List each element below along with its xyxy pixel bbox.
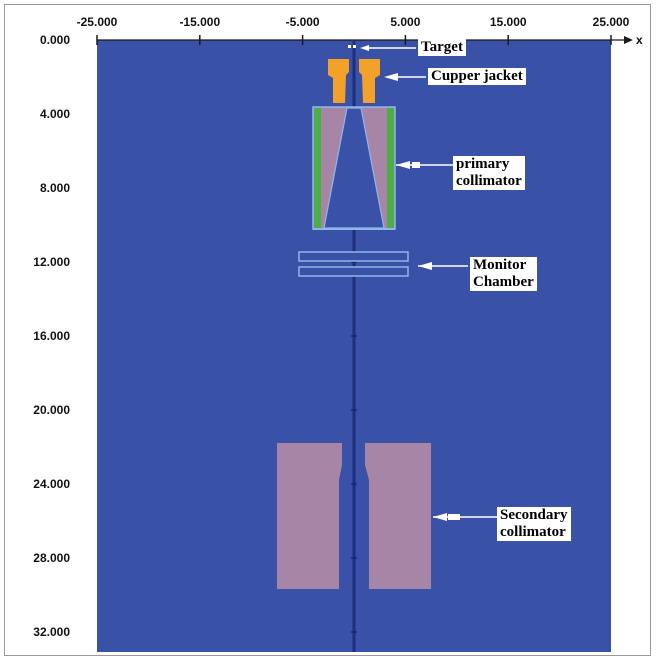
secondary-collimator-right-jaw (365, 443, 431, 589)
y-tick-label: 12.000 (33, 255, 70, 269)
y-tick-label: 4.000 (40, 107, 70, 121)
x-tick-label: 25.000 (593, 15, 630, 29)
y-tick-label: 0.000 (40, 33, 70, 47)
target-marker (348, 45, 351, 48)
target-label-text: Target (421, 39, 463, 55)
target-label: Target (418, 39, 466, 56)
secondary-collimator-label-line2: collimator (500, 524, 566, 540)
secondary-collimator-left-jaw (277, 443, 342, 589)
secondary-collimator-arrow (433, 513, 497, 521)
y-tick-label: 20.000 (33, 403, 70, 417)
primary-collimator-lining-right (387, 108, 394, 228)
monitor-chamber-plate-lower (298, 266, 409, 277)
x-tick-label: -25.000 (77, 15, 118, 29)
primary-collimator-arrow (396, 161, 453, 169)
monitor-chamber-plate-upper (298, 251, 409, 262)
secondary-collimator-label: Secondary collimator (497, 507, 571, 541)
x-tick-label: -5.000 (286, 15, 320, 29)
x-tick-label: 5.000 (390, 15, 420, 29)
y-tick-label: 16.000 (33, 329, 70, 343)
y-tick-label: 28.000 (33, 551, 70, 565)
target-arrow (360, 45, 416, 51)
monitor-chamber-label: Monitor Chamber (470, 257, 537, 291)
x-axis-arrowhead (624, 36, 633, 44)
monitor-chamber-label-line2: Chamber (473, 274, 534, 290)
target-marker (353, 45, 356, 48)
x-tick-label: -15.000 (179, 15, 220, 29)
cupper-jacket-arrow (384, 73, 426, 81)
monitor-chamber-arrow (418, 262, 468, 270)
y-tick-label: 32.000 (33, 625, 70, 639)
y-tick-label: 24.000 (33, 477, 70, 491)
primary-collimator-lining-left (314, 108, 321, 228)
monitor-chamber-label-line1: Monitor (473, 257, 527, 273)
primary-collimator-label: primary collimator (453, 156, 525, 190)
secondary-collimator-label-line1: Secondary (500, 507, 568, 523)
cupper-jacket-right (359, 59, 380, 103)
x-tick-label: 15.000 (490, 15, 527, 29)
x-axis-label: x (636, 33, 643, 47)
y-tick-label: 8.000 (40, 181, 70, 195)
cupper-jacket-left (328, 59, 349, 103)
cupper-jacket-label: Cupper jacket (428, 68, 526, 85)
primary-collimator-label-line2: collimator (456, 173, 522, 189)
cupper-jacket-label-text: Cupper jacket (431, 68, 523, 84)
primary-collimator-label-line1: primary (456, 156, 510, 172)
